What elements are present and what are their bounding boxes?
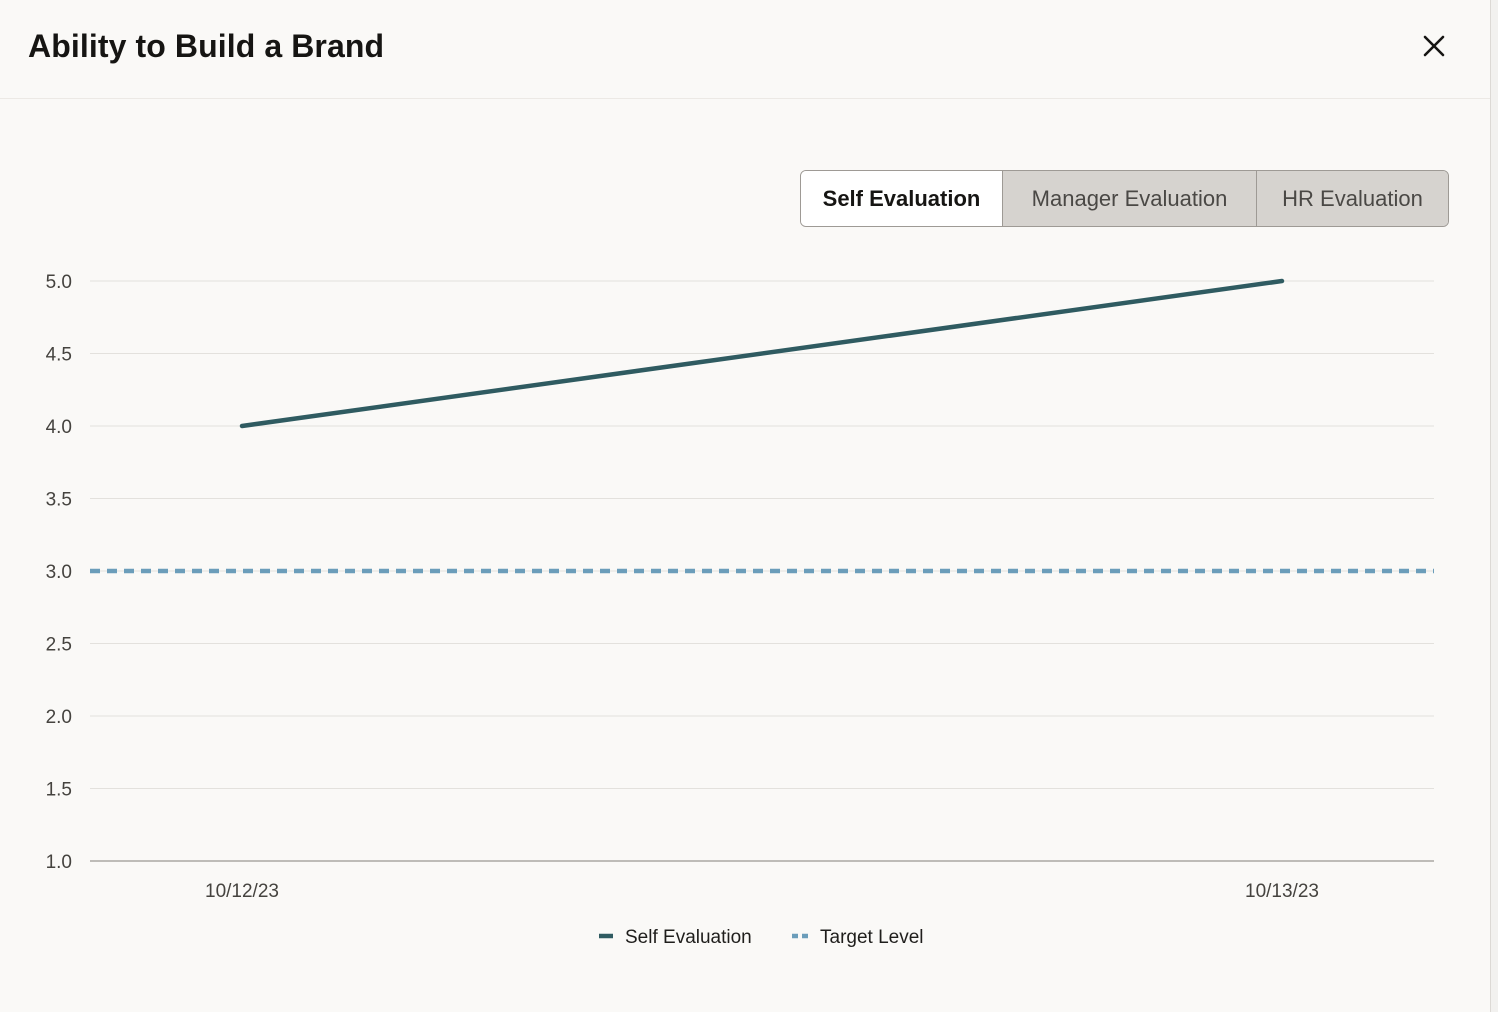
self-evaluation-button[interactable]: Self Evaluation (801, 171, 1002, 226)
hr-evaluation-button[interactable]: HR Evaluation (1256, 171, 1448, 226)
legend-label-target-level: Target Level (820, 927, 924, 948)
x-tick-label: 10/13/23 (1245, 881, 1319, 902)
legend-label-self-evaluation: Self Evaluation (625, 927, 752, 948)
x-tick-label: 10/12/23 (205, 881, 279, 902)
close-button[interactable] (1412, 24, 1456, 68)
line-chart: 5.0 4.5 4.0 3.5 3.0 2.5 2.0 1.5 1.0 10/12/23 10/13… (46, 272, 1434, 948)
evaluation-type-switcher: Self Evaluation Manager Evaluation HR Ev… (800, 170, 1449, 227)
self-evaluation-line (239, 278, 1285, 429)
dialog-header: Ability to Build a Brand (0, 0, 1490, 99)
y-tick-label: 4.0 (46, 417, 72, 438)
y-tick-label: 4.5 (46, 345, 72, 366)
y-tick-label: 5.0 (46, 272, 72, 293)
y-tick-label: 2.0 (46, 707, 72, 728)
y-tick-label: 2.5 (46, 635, 72, 656)
manager-evaluation-button[interactable]: Manager Evaluation (1002, 171, 1256, 226)
dialog-title: Ability to Build a Brand (28, 28, 385, 64)
close-icon (1423, 35, 1445, 57)
y-tick-label: 3.0 (46, 562, 72, 583)
scrollbar[interactable] (1490, 0, 1498, 1012)
y-tick-label: 1.5 (46, 780, 72, 801)
y-tick-label: 3.5 (46, 490, 72, 511)
y-tick-label: 1.0 (46, 852, 72, 873)
